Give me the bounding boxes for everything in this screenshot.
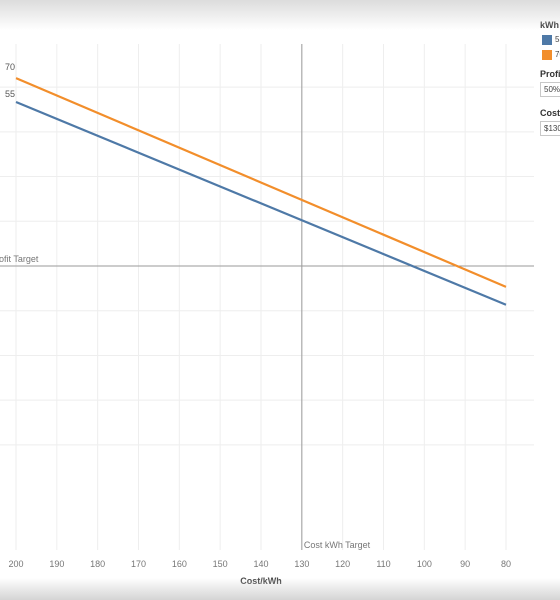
- legend-swatch: [542, 35, 552, 45]
- cost-parameter-label: Cost: [540, 108, 560, 118]
- profit-parameter-input[interactable]: 50%: [540, 82, 560, 97]
- series-line-55: [15, 100, 507, 306]
- profit-parameter-label: Profit: [540, 69, 560, 79]
- x-tick-label: 100: [417, 559, 432, 569]
- series-lines: [15, 77, 507, 306]
- x-tick-label: 80: [501, 559, 511, 569]
- x-tick-label: 200: [8, 559, 23, 569]
- legend-title: kWh: [540, 20, 559, 30]
- x-tick-label: 130: [294, 559, 309, 569]
- series-line-70: [15, 77, 507, 288]
- cost-kwh-target-label: Cost kWh Target: [304, 540, 371, 550]
- x-tick-label: 180: [90, 559, 105, 569]
- x-tick-label: 90: [460, 559, 470, 569]
- x-tick-label: 160: [172, 559, 187, 569]
- x-tick-label: 120: [335, 559, 350, 569]
- gridlines: [0, 44, 534, 550]
- series-label-70: 70: [5, 62, 15, 72]
- side-panel: kWh 55 70 Profit 50% Cost $130: [539, 0, 560, 600]
- profit-target-label: Profit Target: [0, 254, 39, 264]
- x-tick-label: 140: [253, 559, 268, 569]
- reference-lines: Profit Target Cost kWh Target: [0, 44, 534, 550]
- series-label-55: 55: [5, 89, 15, 99]
- x-tick-label: 170: [131, 559, 146, 569]
- legend-label: 55: [555, 35, 560, 44]
- series-labels: 55 70: [5, 62, 15, 99]
- legend-swatch: [542, 50, 552, 60]
- x-axis-title: Cost/kWh: [240, 576, 282, 586]
- x-tick-label: 190: [49, 559, 64, 569]
- x-tick-label: 110: [376, 559, 390, 569]
- legend-label: 70: [555, 50, 560, 59]
- x-tick-label: 150: [213, 559, 228, 569]
- x-axis-ticks: 200 190 180 170 160 150 140 130 120 110 100 90 80: [8, 559, 511, 569]
- cost-parameter-input[interactable]: $130: [540, 121, 560, 136]
